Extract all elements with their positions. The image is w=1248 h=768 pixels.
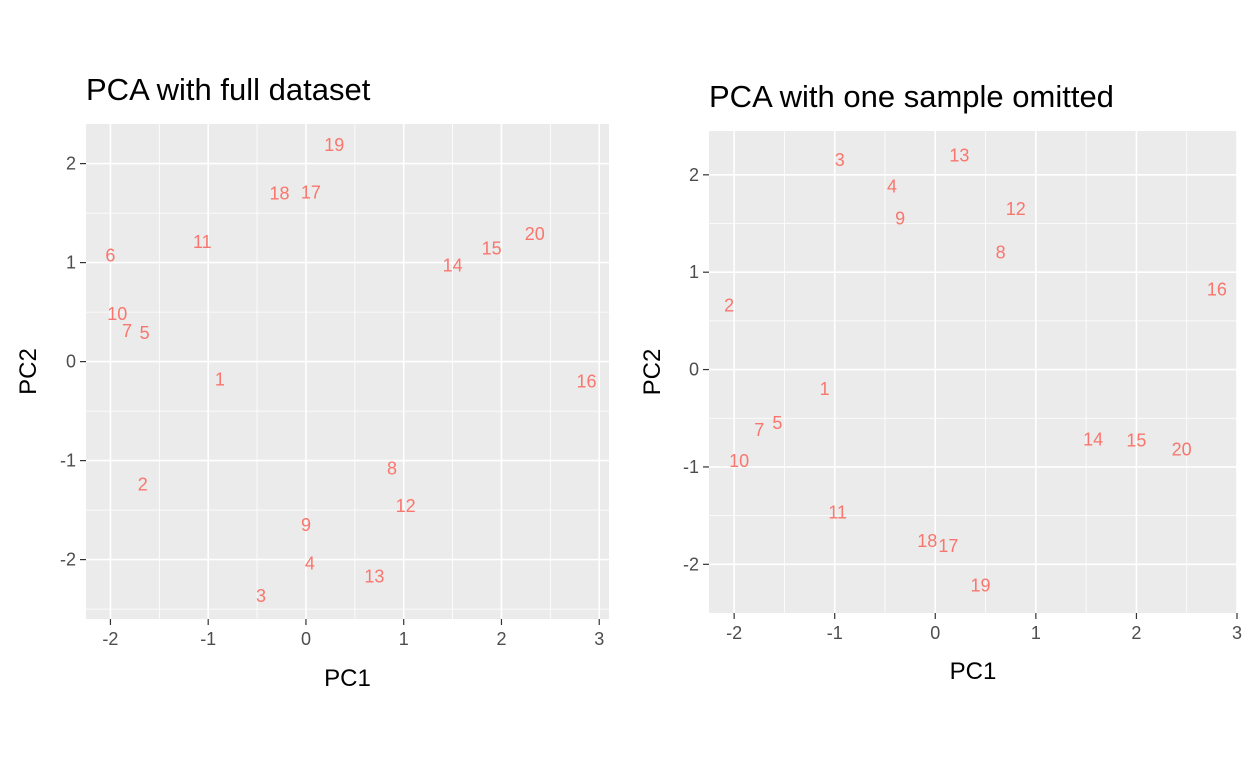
point-label-7: 7: [122, 321, 132, 341]
point-label-20: 20: [525, 224, 545, 244]
point-label-1: 1: [820, 379, 830, 399]
point-label-8: 8: [996, 243, 1006, 263]
y-tick-label: 1: [689, 262, 699, 282]
x-axis-title: PC1: [950, 658, 997, 685]
point-label-1: 1: [215, 369, 225, 389]
point-label-10: 10: [107, 304, 127, 324]
point-label-20: 20: [1172, 439, 1192, 459]
panel-1-background: [86, 124, 609, 619]
point-label-5: 5: [772, 413, 782, 433]
point-label-9: 9: [895, 209, 905, 229]
x-tick-label: 2: [496, 629, 506, 649]
y-axis-title: PC2: [15, 348, 42, 395]
point-label-14: 14: [1083, 430, 1103, 450]
y-tick-label: 2: [66, 154, 76, 174]
point-label-5: 5: [140, 323, 150, 343]
x-tick-label: -2: [102, 629, 118, 649]
point-label-8: 8: [387, 459, 397, 479]
point-label-12: 12: [396, 496, 416, 516]
point-label-18: 18: [270, 183, 290, 203]
point-label-12: 12: [1006, 199, 1026, 219]
y-tick-label: 2: [689, 165, 699, 185]
y-tick-label: 1: [66, 253, 76, 273]
x-axis-title: PC1: [324, 665, 371, 692]
y-tick-label: -2: [60, 550, 76, 570]
x-tick-label: 2: [1131, 623, 1141, 643]
point-label-2: 2: [724, 295, 734, 315]
point-label-17: 17: [301, 182, 321, 202]
y-tick-label: -2: [683, 554, 699, 574]
x-tick-label: 1: [1031, 623, 1041, 643]
x-tick-label: 3: [1232, 623, 1242, 643]
point-label-3: 3: [256, 586, 266, 606]
y-tick-label: 0: [66, 352, 76, 372]
point-label-13: 13: [949, 145, 969, 165]
point-label-15: 15: [482, 239, 502, 259]
point-label-7: 7: [754, 420, 764, 440]
x-tick-label: -1: [200, 629, 216, 649]
point-label-16: 16: [1207, 280, 1227, 300]
point-label-4: 4: [887, 177, 897, 197]
point-label-9: 9: [301, 515, 311, 535]
x-tick-label: 0: [301, 629, 311, 649]
y-tick-label: -1: [683, 457, 699, 477]
x-tick-label: 3: [594, 629, 604, 649]
point-label-15: 15: [1126, 431, 1146, 451]
panel-1: -2 -1 0 1 2 3-2-10121234567891011121314151617…: [15, 72, 609, 692]
point-label-11: 11: [193, 232, 212, 252]
point-label-6: 6: [105, 246, 115, 266]
point-label-2: 2: [138, 474, 148, 494]
point-label-14: 14: [443, 256, 463, 276]
point-label-19: 19: [971, 576, 991, 596]
x-tick-label: -2: [726, 623, 742, 643]
plot-title: PCA with full dataset: [86, 72, 371, 107]
x-tick-label: -1: [827, 623, 843, 643]
point-label-19: 19: [324, 135, 344, 155]
y-tick-label: -1: [60, 451, 76, 471]
y-tick-label: 0: [689, 360, 699, 380]
point-label-4: 4: [305, 554, 315, 574]
point-label-10: 10: [729, 451, 749, 471]
point-label-3: 3: [835, 150, 845, 170]
x-tick-label: 0: [930, 623, 940, 643]
point-label-18: 18: [917, 531, 937, 551]
panel-2-background: [709, 131, 1237, 613]
point-label-17: 17: [938, 536, 958, 556]
point-label-13: 13: [364, 566, 384, 586]
point-label-11: 11: [828, 503, 847, 523]
y-axis-title: PC2: [639, 349, 666, 396]
x-tick-label: 1: [399, 629, 409, 649]
point-label-16: 16: [577, 371, 597, 391]
plot-title: PCA with one sample omitted: [709, 79, 1114, 114]
